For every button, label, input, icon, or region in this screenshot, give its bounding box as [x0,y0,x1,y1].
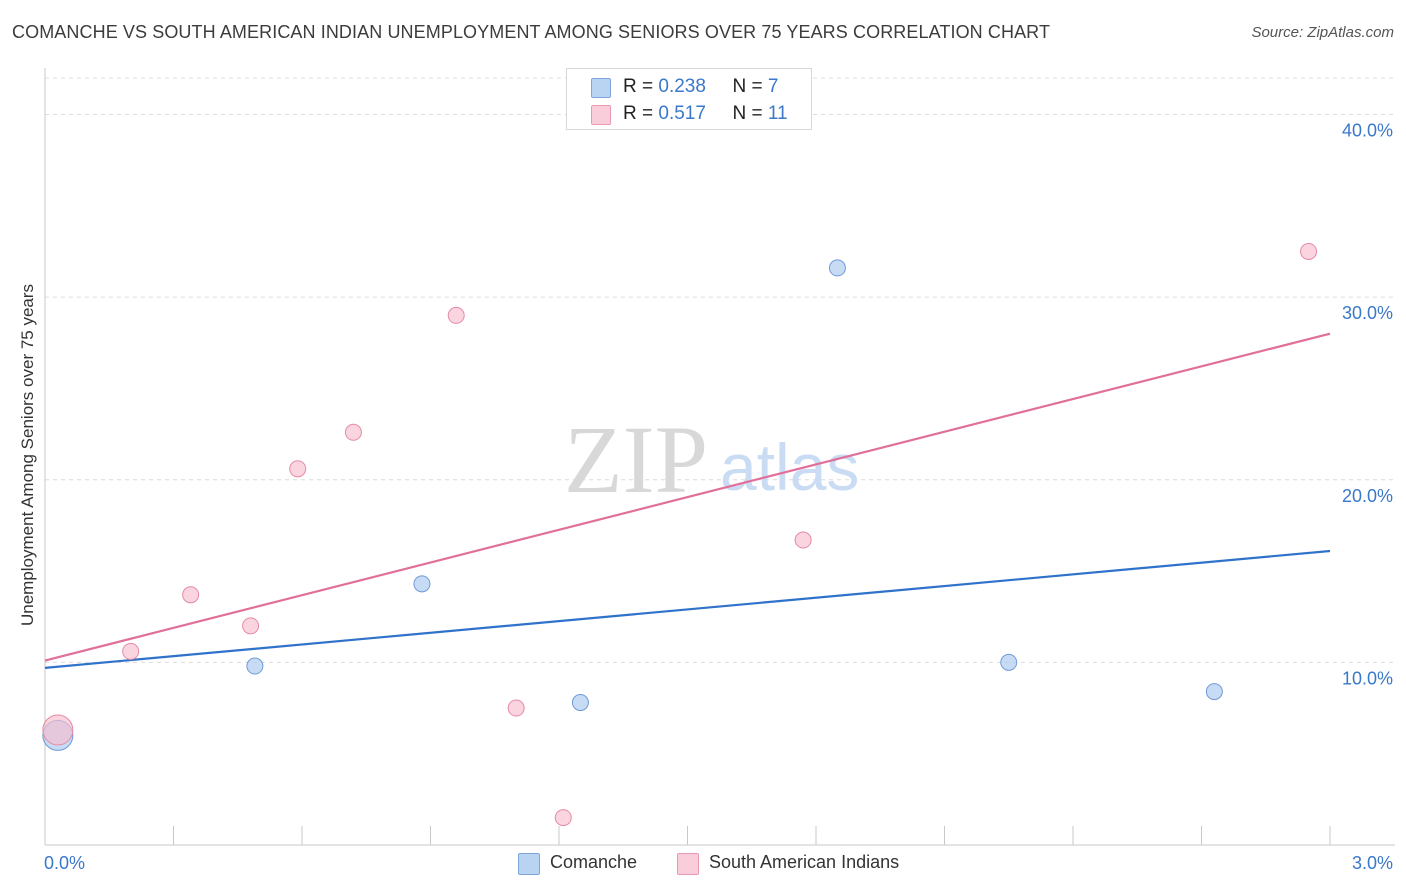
legend-n-value: 7 [767,76,779,97]
data-point [413,575,431,593]
data-point [246,657,264,675]
data-point [554,809,572,827]
data-point [1000,653,1018,671]
x-tick-label: 0.0% [44,853,85,873]
tick-labels: 10.0% 20.0% 30.0% 40.0% 0.0% 3.0% [44,121,1393,873]
bottom-legend-label: South American Indians [709,852,900,872]
data-point [344,423,362,441]
y-tick-label: 30.0% [1342,303,1393,323]
data-point [828,259,846,277]
data-point [1300,242,1318,260]
data-point [571,694,589,712]
data-point [447,306,465,324]
trend-lines [44,332,1331,669]
data-point [794,531,812,549]
legend-r-value: 0.517 [658,103,706,124]
data-point [242,617,260,635]
y-axis-title: Unemployment Among Seniors over 75 years [18,283,37,627]
legend-r-label: R = [623,76,659,97]
y-tick-label: 40.0% [1342,121,1393,141]
y-tick-label: 20.0% [1342,486,1393,506]
data-point [507,699,525,717]
watermark-zip: ZIP [564,406,708,513]
watermark: ZIP atlas [564,406,859,513]
grid-lines [45,77,1395,663]
data-point [42,714,74,746]
watermark-atlas: atlas [720,430,859,504]
correlation-legend: R = 0.238 N = 7 R = 0.517 N = 11 [566,68,812,130]
axes [44,68,1395,846]
legend-swatch-south-american-indians [591,105,611,125]
trend-line [44,332,1331,662]
data-point [122,642,140,660]
data-point [182,586,200,604]
legend-r-value: 0.238 [658,76,706,97]
bottom-legend-swatch-comanche [518,853,540,875]
chart-title: COMANCHE VS SOUTH AMERICAN INDIAN UNEMPL… [12,22,1051,42]
legend-n-value: 11 [767,103,788,124]
legend-r-label: R = [623,103,659,124]
legend-n-label: N = [732,76,768,97]
trend-line [44,549,1331,669]
data-points [42,242,1318,827]
source-label: Source: ZipAtlas.com [1251,24,1394,41]
data-point [289,460,307,478]
bottom-legend-label: Comanche [550,852,638,872]
data-point [1205,683,1223,701]
x-tick-label: 3.0% [1352,853,1393,873]
legend-swatch-comanche [591,78,611,98]
legend-n-label: N = [732,103,768,124]
y-tick-label: 10.0% [1342,668,1393,688]
bottom-legend-swatch-south-american-indians [677,853,699,875]
